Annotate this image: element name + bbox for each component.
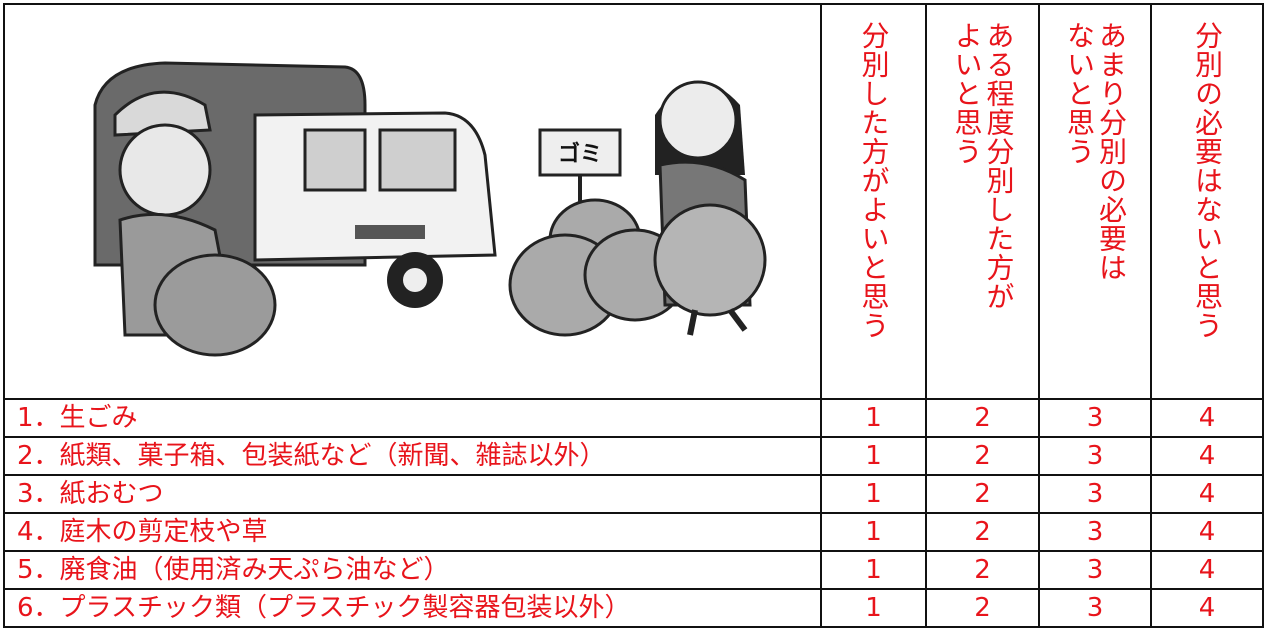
choice-number: 4 xyxy=(1150,398,1264,438)
choice-number: 2 xyxy=(925,512,1040,552)
choice-number: 4 xyxy=(1150,550,1264,590)
choice-number: 1 xyxy=(820,550,927,590)
choice-number: 1 xyxy=(820,474,927,514)
illustration-cell: ゴミ xyxy=(3,3,822,400)
item-row: 3．紙おむつ 1 2 3 4 xyxy=(3,474,1264,514)
choice-number: 2 xyxy=(925,398,1040,438)
choice-number: 1 xyxy=(820,588,927,628)
item-label: 2．紙類、菓子箱、包装紙など（新聞、雑誌以外） xyxy=(3,436,822,476)
item-label: 6．プラスチック類（プラスチック製容器包装以外） xyxy=(3,588,822,628)
table-body: ゴミ 分別し xyxy=(3,3,1264,628)
item-label: 1．生ごみ xyxy=(3,398,822,438)
worker xyxy=(113,90,277,357)
choice-number: 2 xyxy=(925,588,1040,628)
choice-number: 4 xyxy=(1150,588,1264,628)
choice-number: 3 xyxy=(1038,398,1152,438)
column-header-text: 分別した方がよいと思う xyxy=(857,21,891,340)
choice-number: 4 xyxy=(1150,512,1264,552)
item-label: 5．廃食油（使用済み天ぷら油など） xyxy=(3,550,822,590)
column-header: あまり分別の必要はないと思う xyxy=(1038,3,1152,400)
choice-number: 3 xyxy=(1038,588,1152,628)
column-header-text: ある程度分別した方がよいと思う xyxy=(950,21,1016,311)
choice-number: 3 xyxy=(1038,436,1152,476)
sign-text: ゴミ xyxy=(558,141,602,167)
woman xyxy=(653,80,767,336)
column-header: 分別の必要はないと思う xyxy=(1150,3,1264,400)
column-header-text: あまり分別の必要はないと思う xyxy=(1063,21,1128,282)
choice-number: 1 xyxy=(820,512,927,552)
item-row: 4．庭木の剪定枝や草 1 2 3 4 xyxy=(3,512,1264,552)
item-row: 6．プラスチック類（プラスチック製容器包装以外） 1 2 3 4 xyxy=(3,588,1264,628)
item-label: 3．紙おむつ xyxy=(3,474,822,514)
choice-number: 2 xyxy=(925,550,1040,590)
choice-number: 3 xyxy=(1038,474,1152,514)
survey-table: ゴミ 分別し xyxy=(3,3,1264,628)
choice-number: 2 xyxy=(925,474,1040,514)
choice-number: 1 xyxy=(820,398,927,438)
column-header: 分別した方がよいと思う xyxy=(820,3,927,400)
choice-number: 1 xyxy=(820,436,927,476)
choice-number: 3 xyxy=(1038,550,1152,590)
choice-number: 3 xyxy=(1038,512,1152,552)
item-label: 4．庭木の剪定枝や草 xyxy=(3,512,822,552)
column-header-text: 分別の必要はないと思う xyxy=(1191,21,1224,340)
garbage-bags xyxy=(508,198,687,337)
choice-number: 4 xyxy=(1150,436,1264,476)
choice-number: 2 xyxy=(925,436,1040,476)
illustration: ゴミ xyxy=(93,61,767,357)
item-row: 1．生ごみ 1 2 3 4 xyxy=(3,398,1264,438)
item-row: 2．紙類、菓子箱、包装紙など（新聞、雑誌以外） 1 2 3 4 xyxy=(3,436,1264,476)
choice-number: 4 xyxy=(1150,474,1264,514)
header-row: ゴミ 分別し xyxy=(3,3,1264,400)
column-header: ある程度分別した方がよいと思う xyxy=(925,3,1040,400)
item-row: 5．廃食油（使用済み天ぷら油など） 1 2 3 4 xyxy=(3,550,1264,590)
